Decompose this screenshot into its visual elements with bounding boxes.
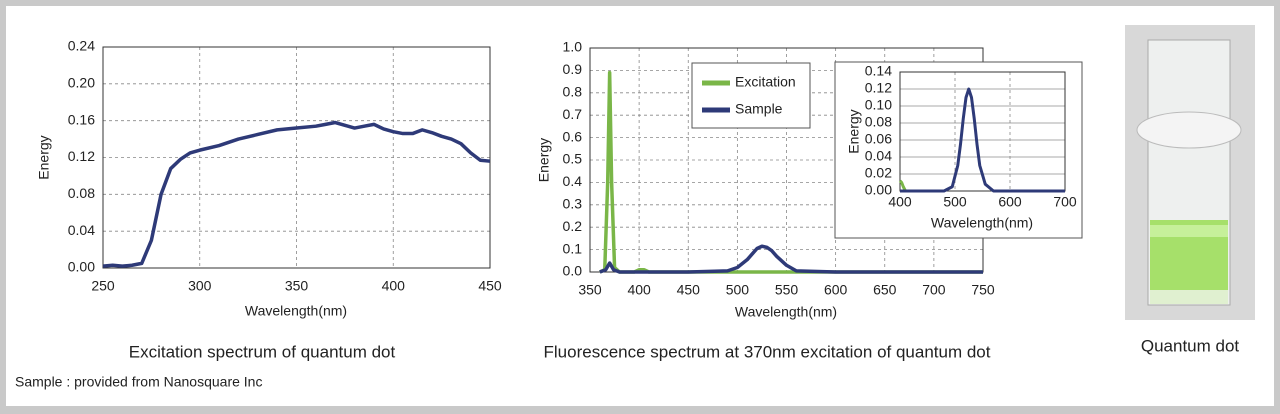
y-tick-label: 0.24: [68, 38, 95, 54]
series-line: [898, 179, 907, 192]
photo: [1125, 25, 1255, 320]
y-tick-label: 0.8: [563, 84, 583, 100]
x-tick-label: 350: [285, 278, 309, 294]
chart-title: Excitation spectrum of quantum dot: [129, 342, 396, 361]
y-tick-label: 0.12: [865, 80, 892, 96]
y-tick-label: 0.00: [68, 259, 95, 275]
y-tick-label: 0.16: [68, 111, 95, 127]
y-tick-label: 0.1: [563, 240, 583, 256]
y-tick-label: 0.9: [563, 61, 583, 77]
note: Sample : provided from Nanosquare Inc: [15, 374, 262, 390]
x-tick-label: 400: [627, 282, 651, 298]
x-tick-label: 750: [971, 282, 995, 298]
x-tick-label: 550: [775, 282, 799, 298]
x-tick-label: 700: [922, 282, 946, 298]
legend-label: Sample: [735, 101, 783, 117]
y-tick-label: 0.3: [563, 196, 583, 212]
x-tick-label: 500: [943, 194, 967, 210]
y-tick-label: 0.04: [68, 222, 95, 238]
x-tick-label: 250: [91, 278, 115, 294]
legend-label: Excitation: [735, 74, 796, 90]
y-axis-label: Energy: [846, 109, 862, 153]
y-axis-label: Energy: [36, 135, 52, 179]
y-tick-label: 0.14: [865, 63, 892, 79]
x-tick-label: 500: [726, 282, 750, 298]
x-axis-label: Wavelength(nm): [735, 304, 837, 320]
x-tick-label: 400: [382, 278, 406, 294]
x-axis-label: Wavelength(nm): [245, 303, 347, 319]
series-line: [900, 87, 1065, 193]
y-tick-label: 0.4: [563, 173, 583, 189]
y-tick-label: 0.08: [68, 185, 95, 201]
y-tick-label: 0.10: [865, 97, 892, 113]
y-axis-label: Energy: [536, 138, 552, 182]
x-tick-label: 300: [188, 278, 212, 294]
y-tick-label: 0.20: [68, 75, 95, 91]
plot-frame: [102, 46, 491, 269]
x-tick-label: 350: [578, 282, 602, 298]
legend: [691, 62, 811, 129]
chart-title: Fluorescence spectrum at 370nm excitatio…: [544, 342, 991, 361]
y-tick-label: 0.2: [563, 218, 583, 234]
x-tick-label: 450: [677, 282, 701, 298]
plot-frame: [899, 71, 1066, 192]
x-tick-label: 450: [478, 278, 502, 294]
y-tick-label: 0.06: [865, 131, 892, 147]
x-tick-label: 650: [873, 282, 897, 298]
y-tick-label: 0.12: [68, 148, 95, 164]
x-tick-label: 600: [824, 282, 848, 298]
y-tick-label: 0.08: [865, 114, 892, 130]
x-tick-label: 700: [1053, 194, 1077, 210]
y-tick-label: 0.02: [865, 165, 892, 181]
series-line: [102, 120, 491, 268]
x-axis-label: Wavelength(nm): [931, 215, 1033, 231]
y-tick-label: 0.7: [563, 106, 583, 122]
y-tick-label: 0.5: [563, 151, 583, 167]
y-tick-label: 0.04: [865, 148, 892, 164]
y-tick-label: 0.00: [865, 182, 892, 198]
y-tick-label: 0.6: [563, 128, 583, 144]
y-tick-label: 0.0: [563, 263, 583, 279]
photo-caption: Quantum dot: [1141, 336, 1240, 355]
y-tick-label: 1.0: [563, 39, 583, 55]
series-line: [599, 244, 983, 274]
x-tick-label: 600: [998, 194, 1022, 210]
x-tick-label: 400: [888, 194, 912, 210]
